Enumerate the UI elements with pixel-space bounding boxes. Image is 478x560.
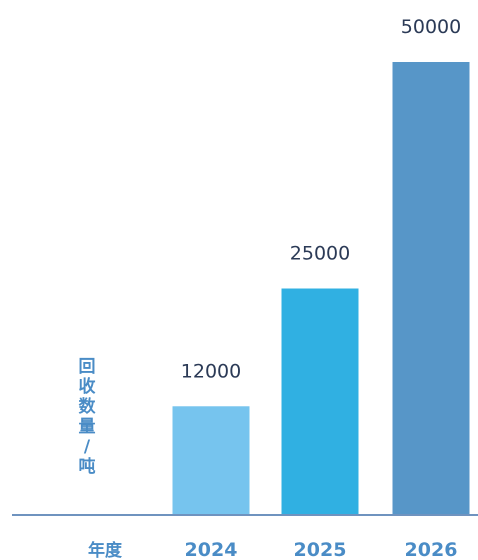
- value-label-2025: 25000: [290, 243, 350, 265]
- bar-2026: [392, 62, 470, 515]
- value-label-2024: 12000: [181, 360, 241, 382]
- bar-2024: [172, 406, 250, 515]
- value-labels-group: 12000 25000 50000: [181, 16, 461, 382]
- x-axis-title: 年度: [88, 540, 123, 560]
- x-tick-label-2024: 2024: [185, 539, 238, 560]
- bar-2025: [281, 288, 359, 515]
- x-tick-labels-group: 2024 2025 2026: [185, 539, 458, 560]
- x-tick-label-2026: 2026: [405, 539, 458, 560]
- bars-group: [172, 62, 470, 515]
- y-axis-title: 回收数量/吨: [79, 357, 97, 477]
- value-label-2026: 50000: [401, 16, 461, 38]
- x-tick-label-2025: 2025: [294, 539, 347, 560]
